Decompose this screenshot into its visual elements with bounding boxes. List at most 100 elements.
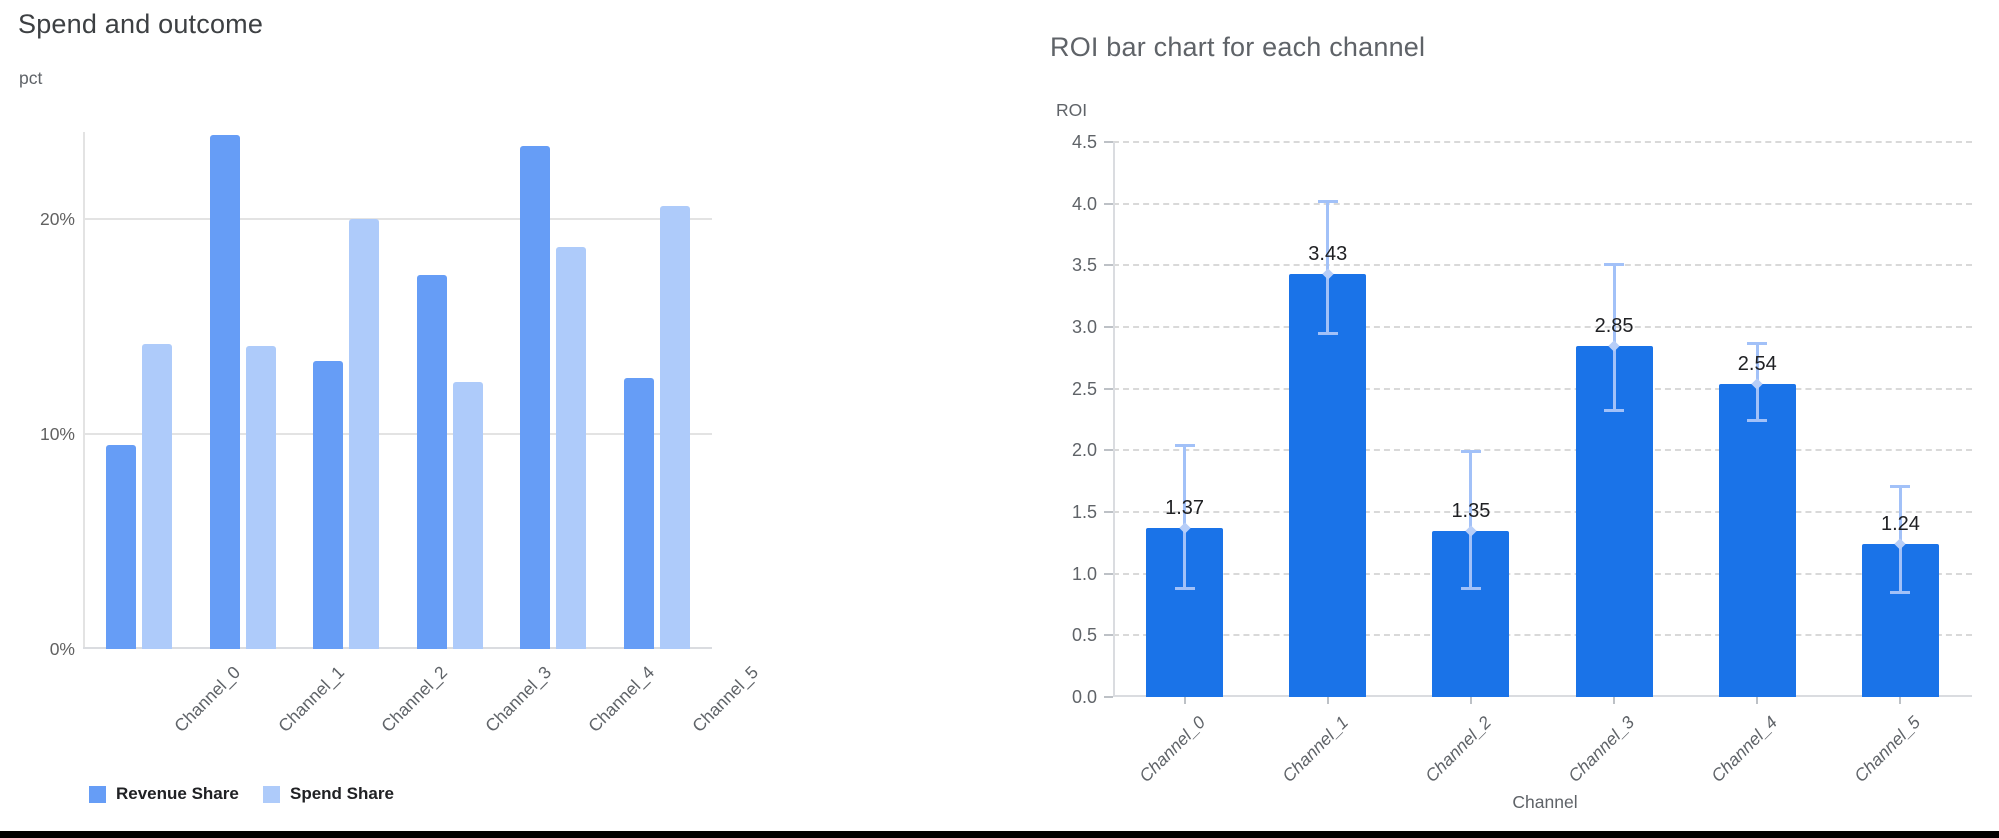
bar-revenue-share-channel_1[interactable] <box>209 135 240 649</box>
right-plot-area: 1.37 3.43 1.35 2.85 2.54 1.24 <box>1113 141 1972 697</box>
y-tick-mark <box>1104 387 1113 390</box>
right-x-axis-title: Channel <box>1512 792 1578 812</box>
error-bar-line <box>1326 201 1330 334</box>
legend-item-revenue-share[interactable]: Revenue Share <box>89 784 239 804</box>
bar-value-label: 2.54 <box>1737 352 1777 375</box>
bar-revenue-share-channel_3[interactable] <box>416 274 447 649</box>
error-bar-cap-bottom <box>1460 586 1481 590</box>
x-tick-label: Channel_4 <box>1707 712 1782 787</box>
y-tick-label: 3.0 <box>1071 317 1097 337</box>
x-tick-mark <box>1899 697 1902 704</box>
left-plot-area <box>83 132 712 649</box>
x-tick-label: Channel_3 <box>1564 712 1639 787</box>
legend-swatch-revenue <box>89 785 106 803</box>
x-tick-mark <box>1183 697 1186 704</box>
error-bar-line <box>1469 451 1473 589</box>
left-y-axis-unit: pct <box>19 68 43 88</box>
bar-roi-channel_1[interactable] <box>1289 273 1367 697</box>
bar-revenue-share-channel_2[interactable] <box>313 360 343 649</box>
y-tick-label: 2.5 <box>1071 378 1097 399</box>
gridline <box>83 218 712 220</box>
x-tick-label: Channel_1 <box>1277 712 1352 787</box>
x-tick-label: Channel_0 <box>1134 712 1209 787</box>
bar-revenue-share-channel_0[interactable] <box>106 444 136 649</box>
y-tick-mark <box>1104 572 1113 575</box>
bar-value-label: 1.37 <box>1165 497 1205 520</box>
x-axis-baseline <box>83 647 712 649</box>
error-bar-cap-top <box>1174 443 1195 447</box>
gridline <box>1113 572 1972 575</box>
bar-spend-share-channel_1[interactable] <box>245 345 276 649</box>
x-tick-mark <box>1613 697 1616 704</box>
gridline <box>1113 141 1972 144</box>
legend-label-revenue: Revenue Share <box>116 784 239 803</box>
y-tick-mark <box>1104 634 1113 637</box>
error-bar-cap-top <box>1747 341 1768 345</box>
error-bar-line <box>1183 445 1187 589</box>
right-chart-title: ROI bar chart for each channel <box>1050 32 1426 62</box>
gridline <box>1113 264 1972 267</box>
legend-item-spend-share[interactable]: Spend Share <box>263 784 394 804</box>
bar-spend-share-channel_0[interactable] <box>142 343 172 649</box>
right-y-axis-unit: ROI <box>1056 100 1088 120</box>
y-axis-line <box>83 132 85 649</box>
y-tick-label: 2.0 <box>1071 440 1097 461</box>
gridline <box>1113 449 1972 452</box>
error-bar-cap-top <box>1460 450 1481 454</box>
y-tick-label: 4.0 <box>1071 193 1097 214</box>
error-bar-cap-top <box>1317 199 1338 203</box>
error-bar-cap-bottom <box>1174 586 1195 590</box>
gridline <box>1113 202 1972 205</box>
error-bar-cap-bottom <box>1890 590 1911 594</box>
gridline <box>1113 511 1972 513</box>
gridline <box>83 433 712 435</box>
y-tick-label: 0.5 <box>1071 625 1097 646</box>
bar-revenue-share-channel_5[interactable] <box>623 378 654 649</box>
x-axis-baseline <box>1113 695 1972 697</box>
bar-spend-share-channel_5[interactable] <box>659 206 690 649</box>
x-tick-mark <box>1469 697 1472 704</box>
error-bar-cap-bottom <box>1747 419 1768 423</box>
bar-spend-share-channel_2[interactable] <box>349 219 379 649</box>
window-bottom-border <box>0 831 1999 838</box>
y-tick-mark <box>1104 511 1113 513</box>
error-bar-cap-bottom <box>1604 409 1625 413</box>
legend-label-spend: Spend Share <box>290 784 394 803</box>
bar-revenue-share-channel_4[interactable] <box>520 145 550 649</box>
y-tick-label: 0% <box>49 639 75 659</box>
y-tick-label: 0.0 <box>1071 687 1097 707</box>
left-chart-title: Spend and outcome <box>18 9 264 39</box>
legend-swatch-spend <box>263 785 280 803</box>
y-tick-label: 1.0 <box>1071 563 1097 584</box>
x-tick-label: Channel_2 <box>1421 712 1496 787</box>
bar-value-label: 3.43 <box>1308 242 1348 265</box>
y-tick-mark <box>1104 264 1113 267</box>
y-tick-mark <box>1104 449 1113 452</box>
y-axis-line <box>1113 142 1115 697</box>
error-bar-line <box>1612 264 1616 411</box>
x-tick-label: Channel_5 <box>1850 712 1925 787</box>
gridline <box>1113 387 1972 390</box>
y-tick-label: 3.5 <box>1071 255 1097 276</box>
y-tick-mark <box>1104 202 1113 205</box>
bar-value-label: 1.24 <box>1880 513 1920 536</box>
y-tick-label: 10% <box>39 424 75 444</box>
y-tick-mark <box>1104 696 1113 698</box>
error-bar-cap-top <box>1890 484 1911 488</box>
bar-roi-channel_4[interactable] <box>1718 383 1796 697</box>
y-tick-mark <box>1104 326 1113 328</box>
y-tick-mark <box>1104 141 1113 143</box>
x-tick-mark <box>1756 697 1759 704</box>
bar-value-label: 1.35 <box>1451 499 1491 522</box>
y-tick-label: 1.5 <box>1071 502 1097 522</box>
bar-spend-share-channel_4[interactable] <box>556 246 586 649</box>
y-tick-label: 4.5 <box>1071 132 1097 152</box>
x-tick-mark <box>1326 697 1329 704</box>
bar-value-label: 2.85 <box>1594 314 1634 337</box>
gridline <box>1113 634 1972 637</box>
y-tick-label: 20% <box>39 209 75 229</box>
bar-spend-share-channel_3[interactable] <box>452 382 483 649</box>
